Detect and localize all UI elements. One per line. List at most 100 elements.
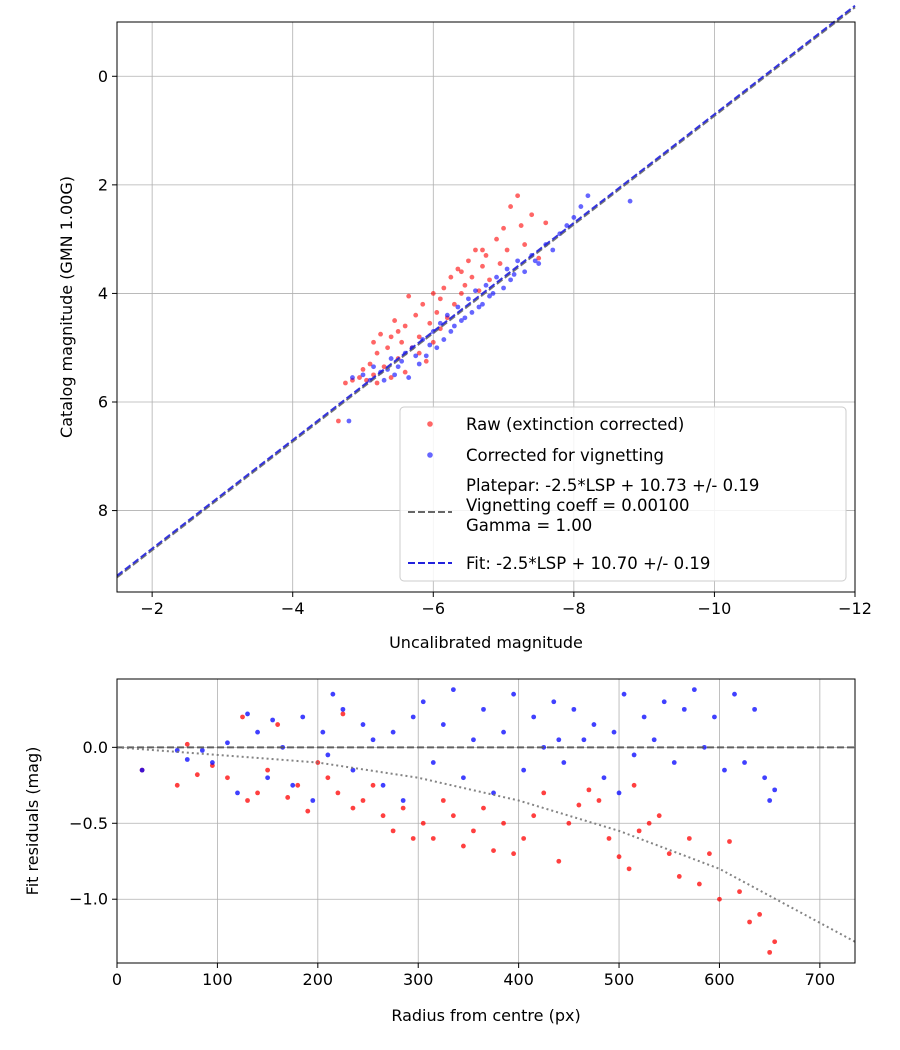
top-point-series-0 xyxy=(402,369,408,375)
bottom-point-series-0 xyxy=(295,782,301,788)
top-xtick-label: −12 xyxy=(838,599,872,618)
top-point-series-0 xyxy=(448,274,454,280)
bottom-point-series-1 xyxy=(521,767,527,773)
bottom-point-series-0 xyxy=(255,790,260,796)
bottom-xtick-label: 600 xyxy=(704,970,735,989)
bottom-ytick-label: 0.0 xyxy=(83,738,108,757)
top-point-series-0 xyxy=(371,339,376,345)
bottom-point-series-1 xyxy=(511,691,517,697)
bottom-point-series-0 xyxy=(184,741,190,747)
top-point-series-1 xyxy=(388,356,394,361)
bottom-ytick-label: −1.0 xyxy=(69,890,108,909)
legend-label-line: Fit: -2.5*LSP + 10.70 +/- 0.19 xyxy=(466,554,710,573)
top-point-series-0 xyxy=(459,291,464,296)
bottom-point-series-0 xyxy=(686,836,692,841)
bottom-point-series-0 xyxy=(666,851,672,857)
top-point-series-0 xyxy=(343,380,348,386)
top-point-series-1 xyxy=(490,291,496,296)
top-point-series-0 xyxy=(336,418,341,424)
top-point-series-0 xyxy=(399,339,405,345)
bottom-point-series-0 xyxy=(737,889,742,895)
bottom-ylabel: Fit residuals (mag) xyxy=(23,747,42,896)
top-point-series-0 xyxy=(459,269,464,275)
bottom-point-series-0 xyxy=(566,820,572,826)
legend-label-line: Gamma = 1.00 xyxy=(466,516,592,535)
bottom-xtick-label: 400 xyxy=(503,970,534,989)
top-point-series-1 xyxy=(371,364,376,370)
top-xtick-label: −8 xyxy=(562,599,586,618)
bottom-point-series-1 xyxy=(581,737,587,743)
top-point-series-1 xyxy=(413,353,419,359)
bottom-point-series-0 xyxy=(772,939,778,945)
top-point-series-1 xyxy=(466,296,471,302)
top-point-series-0 xyxy=(508,204,513,209)
top-point-series-0 xyxy=(357,375,362,380)
bottom-point-series-0 xyxy=(576,802,582,808)
top-point-series-0 xyxy=(413,312,419,318)
bottom-point-series-0 xyxy=(245,798,250,803)
top-point-series-1 xyxy=(392,372,398,378)
top-point-series-0 xyxy=(420,301,426,307)
top-point-series-1 xyxy=(459,318,464,323)
top-point-series-0 xyxy=(501,225,506,231)
top-point-series-0 xyxy=(518,223,524,228)
top-point-series-1 xyxy=(427,342,433,348)
bottom-point-series-1 xyxy=(245,711,250,717)
top-point-series-0 xyxy=(473,247,478,253)
bottom-point-series-1 xyxy=(742,760,747,765)
bottom-point-series-0 xyxy=(511,851,517,857)
top-point-series-1 xyxy=(350,375,355,380)
top-point-series-1 xyxy=(406,375,412,380)
legend-label-line: Vignetting coeff = 0.00100 xyxy=(466,496,690,515)
top-point-series-1 xyxy=(571,215,577,220)
legend-swatch-corrected xyxy=(427,452,433,458)
bottom-point-series-1 xyxy=(290,782,296,788)
top-point-series-0 xyxy=(423,358,429,364)
top-point-series-0 xyxy=(416,350,422,356)
bottom-point-series-0 xyxy=(400,805,406,811)
bottom-point-series-1 xyxy=(501,729,506,735)
bottom-xtick-label: 700 xyxy=(805,970,836,989)
top-point-series-1 xyxy=(483,282,489,288)
bottom-point-series-1 xyxy=(320,729,326,735)
bottom-point-series-1 xyxy=(571,706,577,712)
top-point-series-0 xyxy=(378,331,383,337)
top-point-series-0 xyxy=(494,236,499,242)
top-point-series-0 xyxy=(480,247,485,253)
bottom-point-series-1 xyxy=(225,740,230,746)
top-axes-frame xyxy=(116,21,856,593)
top-point-series-0 xyxy=(430,339,436,345)
bottom-point-series-1 xyxy=(265,775,271,781)
bottom-point-series-1 xyxy=(471,737,476,743)
bottom-point-series-0 xyxy=(767,949,773,955)
bottom-point-series-0 xyxy=(586,787,592,793)
top-point-series-1 xyxy=(444,312,450,318)
top-point-series-0 xyxy=(469,274,475,280)
top-point-series-0 xyxy=(402,323,408,329)
top-ticks: −2 −4 −6 −8 −10 −12 0 2 4 6 8 xyxy=(98,67,872,618)
bottom-point-series-0 xyxy=(531,813,537,819)
bottom-point-series-0 xyxy=(757,912,763,917)
bottom-point-series-0 xyxy=(616,854,622,860)
bottom-point-series-0 xyxy=(631,782,637,788)
top-line-series-2 xyxy=(116,6,856,579)
bottom-point-series-0 xyxy=(265,767,271,773)
bottom-point-series-0 xyxy=(676,874,682,879)
top-point-series-0 xyxy=(392,318,398,323)
legend-label-platepar: Platepar: -2.5*LSP + 10.73 +/- 0.19 Vigne… xyxy=(466,476,759,535)
top-point-series-1 xyxy=(627,198,633,204)
bottom-point-series-1 xyxy=(722,767,727,773)
bottom-point-series-1 xyxy=(621,691,627,697)
bottom-point-series-1 xyxy=(255,729,260,735)
top-point-series-0 xyxy=(427,320,433,326)
bottom-point-series-0 xyxy=(461,843,466,849)
bottom-point-series-1 xyxy=(450,687,456,693)
top-ytick-label: 2 xyxy=(98,175,108,194)
bottom-point-series-1 xyxy=(531,714,537,720)
bottom-point-series-0 xyxy=(174,782,180,788)
bottom-point-series-1 xyxy=(701,744,707,750)
top-ytick-label: 4 xyxy=(98,284,108,303)
bottom-point-series-1 xyxy=(732,691,737,697)
top-point-series-0 xyxy=(364,377,369,383)
bottom-point-series-0 xyxy=(556,858,562,864)
